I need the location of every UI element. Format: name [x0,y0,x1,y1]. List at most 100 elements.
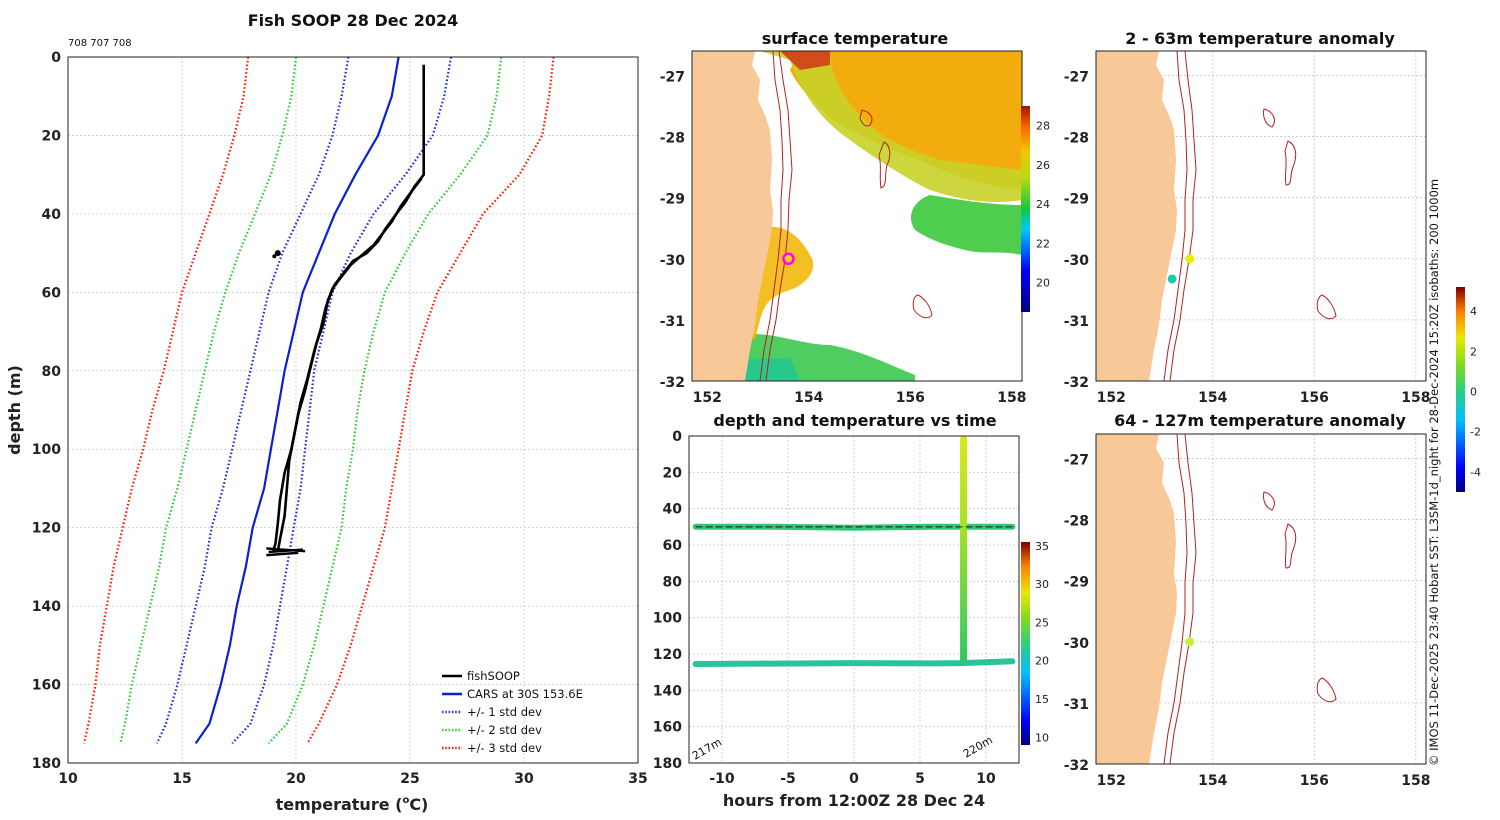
depth-time-ytick-label: 100 [653,611,682,627]
profile-line--1-std-dev [155,56,350,744]
anomaly-isobath-200 [1163,50,1188,382]
sst-seamount-2 [878,141,891,189]
anomaly-2-63-panel: 2 - 63m temperature anomaly 152 154 156 158… [1064,29,1431,406]
profile-xtick-label: 30 [514,771,534,787]
profile-line--2-std-dev-upper [267,56,503,745]
depth-time-colorbar-tick-label: 30 [1035,578,1049,591]
profile-ticks: 10 15 20 25 30 35 0 20 40 60 80 100 120 140 160 180 [32,50,648,787]
depth-time-colorbar-tick-label: 35 [1035,540,1049,553]
depth-time-ytick-label: 140 [653,683,682,699]
map-xtick-label: 154 [1198,390,1227,406]
anomaly-colorbar-tick-label: -2 [1470,426,1481,439]
profile-line--2-std-dev [119,56,298,744]
anomaly-map-body: 152 154 156 158 -27 -28 -29 -30 -31 -32 [1064,433,1430,789]
map-ytick-label: -29 [1064,192,1089,208]
depth-time-annotation-left: 217m [690,735,724,762]
fishsoop-stray-point [274,250,281,257]
map-ytick-label: -27 [1064,452,1089,468]
map-ytick-label: -32 [1064,375,1089,391]
depth-time-ytick-label: 0 [672,429,682,445]
depth-time-colorbar-ticks: 10 15 20 25 30 35 [1035,540,1049,745]
sst-land [692,51,773,381]
map-xtick-label: 152 [693,390,722,406]
depth-time-ytick-label: 60 [663,538,683,554]
depth-time-xlabel: hours from 12:00Z 28 Dec 24 [723,791,985,810]
anomaly-land [1096,434,1177,764]
map-xtick-label: 156 [1300,773,1329,789]
depth-time-annotation-right: 220m [961,733,995,760]
depth-time-colorbar-tick-label: 20 [1035,655,1049,668]
map-ytick-label: -29 [1064,575,1089,591]
legend-label-cars: CARS at 30S 153.6E [467,687,583,701]
map-ytick-label: -31 [1064,314,1089,330]
sst-map-title: surface temperature [762,29,949,48]
anomaly-64-127-title: 64 - 127m temperature anomaly [1114,411,1406,430]
depth-time-panel: depth and temperature vs time -10 -5 0 5 100… [653,411,1049,810]
profile-ytick-label: 60 [42,285,62,301]
anomaly-map-frame [1095,50,1427,382]
legend-label-std3: +/- 3 std dev [467,741,542,755]
depth-time-title: depth and temperature vs time [713,411,996,430]
profile-line-fishsoop-return [271,177,423,552]
sst-hot-spot [780,51,830,70]
profile-xtick-label: 35 [628,771,647,787]
map-ytick-label: -32 [660,375,685,391]
profile-xtick-label: 10 [58,771,78,787]
map-ytick-label: -31 [1064,697,1089,713]
map-ytick-label: -30 [1064,636,1090,652]
legend-label-std1: +/- 1 std dev [467,705,542,719]
legend-label-fishsoop: fishSOOP [467,669,520,683]
map-ytick-label: -28 [1064,131,1089,147]
sst-map-panel: surface temperature 152 154 156 158-2 [660,29,1050,406]
map-ytick-label: -32 [1064,758,1089,774]
depth-time-series [692,436,1016,667]
anomaly-isobath-1000 [1169,50,1197,382]
profile-line-cars-at-30s-153-6e [194,56,400,745]
sst-colorbar-tick-label: 28 [1036,120,1050,133]
depth-time-ytick-label: 180 [653,756,682,772]
profile-xlabel: temperature (oC) [276,795,429,814]
depth-time-ytick-label: 160 [653,720,682,736]
sst-location-marker [782,252,795,266]
sst-colorbar-tick-label: 26 [1036,159,1050,172]
profile-subtitle: 708 707 708 [68,38,132,49]
sst-map-ticks: 152 154 156 158 -27 -28 -29 -30 -31 -32 [660,69,1027,406]
sst-isobath-200 [759,51,784,381]
map-xtick-label: 154 [794,390,823,406]
depth-time-ytick-label: 120 [653,647,682,663]
map-ytick-label: -27 [660,69,685,85]
profile-ytick-label: 160 [32,678,61,694]
profile-xtick-label: 20 [286,771,306,787]
profile-ytick-label: 0 [51,50,61,66]
depth-time-xtick-label: 10 [976,771,996,787]
anomaly-seamount [1316,294,1337,320]
profile-line--3-std-dev [82,56,250,744]
anomaly-colorbar-tick-label: 0 [1470,386,1477,399]
anomaly-seamount [1284,140,1297,186]
fishsoop-bottom-stroke [266,551,299,557]
sst-warm-region [790,51,1022,190]
depth-time-colorbar-tick-label: 10 [1035,731,1049,744]
profile-line--1-std-dev-upper [231,56,453,745]
profile-ytick-label: 100 [32,442,61,458]
anomaly-seamount [1263,108,1275,128]
sst-green-patch-east [910,195,1022,255]
depth-time-xtick-label: -10 [709,771,735,787]
map-ytick-label: -28 [660,131,685,147]
profile-line--3-std-dev-upper [306,56,555,744]
anomaly-land [1096,51,1177,381]
depth-time-line-profile-cast [960,436,968,664]
anomaly-seamount [1263,491,1275,511]
map-ytick-label: -30 [660,253,686,269]
anomaly-map-body: 152 154 156 158 -27 -28 -29 -30 -31 -32 [1064,50,1430,406]
depth-time-xtick-label: 5 [915,771,925,787]
sst-isobath-1000 [765,51,793,381]
anomaly-colorbar-ticks: 4 2 0 -2 -4 [1470,305,1481,479]
sst-field [692,51,1022,381]
anomaly-point [1185,637,1195,647]
sst-seamount-1 [859,109,873,127]
depth-time-axes-box [688,435,1020,764]
profile-ylabel: depth (m) [5,365,24,455]
map-xtick-label: 158 [997,390,1026,406]
